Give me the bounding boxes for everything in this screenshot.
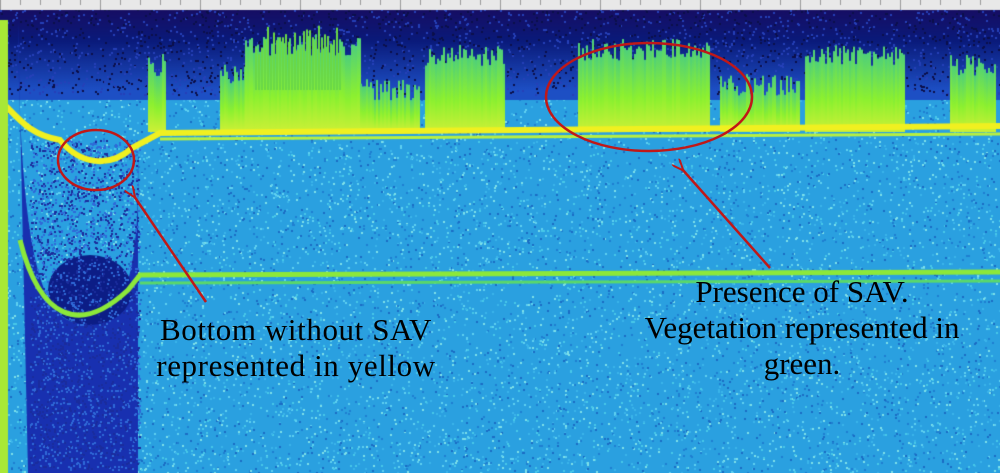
bottom-highlight-ellipse: [56, 128, 136, 192]
sav-arrow: [682, 169, 771, 269]
caption-line: Bottom without SAV: [159, 312, 433, 347]
presence-of-sav-caption: Presence of SAV. Vegetation represented …: [612, 274, 992, 382]
bottom-arrow: [134, 196, 208, 303]
caption-line: Presence of SAV.: [695, 274, 909, 309]
caption-line: Vegetation represented in: [644, 310, 960, 345]
bottom-without-sav-caption: Bottom without SAV represented in yellow: [116, 312, 476, 384]
caption-line: green.: [763, 346, 841, 381]
caption-line: represented in yellow: [156, 348, 436, 383]
sav-highlight-ellipse: [544, 41, 754, 153]
